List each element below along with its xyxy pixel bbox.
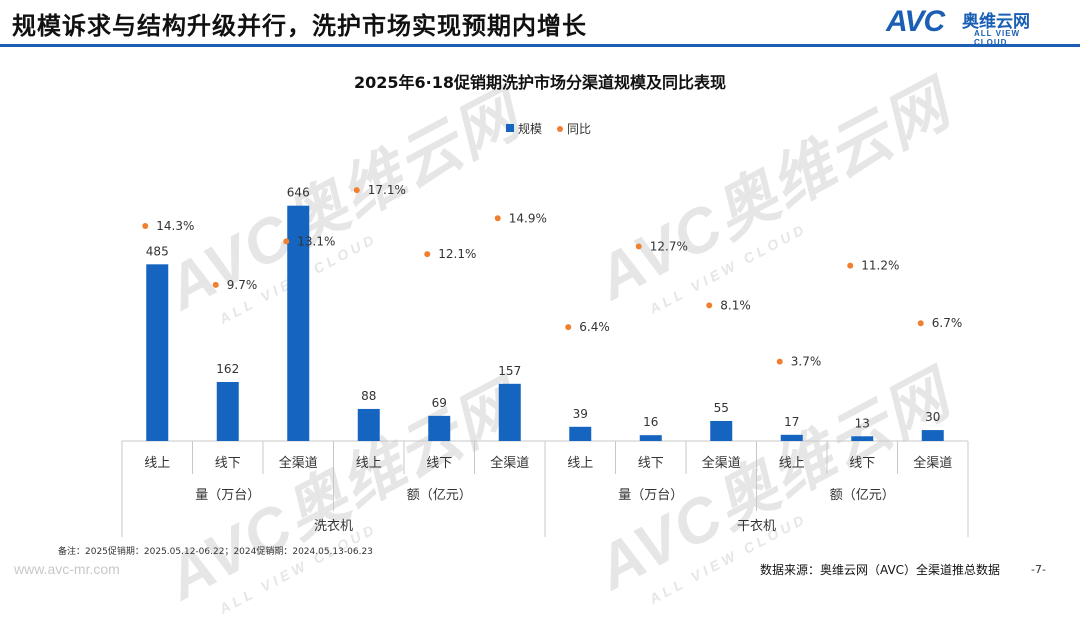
yoy-dot bbox=[776, 358, 783, 365]
yoy-dot bbox=[494, 215, 501, 222]
bar bbox=[287, 205, 310, 441]
bar bbox=[498, 383, 521, 441]
yoy-value-label: 6.7% bbox=[932, 316, 963, 330]
website-url[interactable]: www.avc-mr.com bbox=[14, 561, 120, 577]
legend-marker-dot bbox=[557, 126, 563, 132]
yoy-dot bbox=[212, 281, 219, 288]
category-label: 全渠道 bbox=[913, 455, 952, 471]
legend-label-dot: 同比 bbox=[567, 122, 591, 136]
category-label: 全渠道 bbox=[702, 455, 741, 471]
bar bbox=[428, 415, 451, 441]
yoy-dot bbox=[917, 320, 924, 327]
footnote: 备注：2025促销期：2025.05.12-06.22；2024促销期：2024… bbox=[58, 547, 373, 557]
group-label-product: 洗衣机 bbox=[314, 518, 353, 534]
bar bbox=[851, 436, 874, 441]
yoy-dot bbox=[142, 222, 149, 229]
category-label: 线上 bbox=[779, 456, 805, 471]
yoy-value-label: 8.1% bbox=[720, 298, 751, 312]
group-label-metric: 额（亿元） bbox=[830, 488, 895, 503]
bar bbox=[639, 435, 662, 441]
page-title: 规模诉求与结构升级并行，洗护市场实现预期内增长 bbox=[12, 12, 587, 40]
yoy-dot bbox=[424, 251, 431, 258]
category-label: 全渠道 bbox=[279, 455, 318, 471]
bar-value-label: 162 bbox=[216, 362, 239, 376]
category-label: 线下 bbox=[426, 456, 452, 471]
yoy-value-label: 11.2% bbox=[861, 259, 899, 273]
logo-en-text: ALL VIEW CLOUD bbox=[974, 29, 1021, 47]
bar-value-label: 16 bbox=[643, 415, 658, 429]
yoy-dot bbox=[565, 324, 572, 331]
avc-logo: AVC 奥维云网 ALL VIEW CLOUD bbox=[886, 5, 1056, 47]
yoy-dot bbox=[635, 243, 642, 250]
yoy-value-label: 14.9% bbox=[509, 211, 547, 225]
yoy-value-label: 17.1% bbox=[368, 183, 406, 197]
category-label: 线上 bbox=[567, 456, 593, 471]
bar bbox=[216, 381, 239, 441]
legend-label-bar: 规模 bbox=[518, 121, 542, 136]
bar-value-label: 30 bbox=[925, 410, 940, 424]
category-label: 线上 bbox=[356, 456, 382, 471]
bar bbox=[569, 426, 592, 441]
group-label-metric: 量（万台） bbox=[195, 488, 260, 503]
yoy-value-label: 13.1% bbox=[297, 234, 335, 248]
bar bbox=[710, 420, 733, 441]
category-label: 线下 bbox=[215, 456, 241, 471]
legend-marker-bar bbox=[506, 124, 514, 132]
yoy-value-label: 9.7% bbox=[227, 278, 258, 292]
yoy-dot bbox=[706, 302, 713, 309]
yoy-value-label: 12.7% bbox=[650, 239, 688, 253]
data-source: 数据来源：奥维云网（AVC）全渠道推总数据 bbox=[760, 563, 1001, 577]
bar bbox=[780, 434, 803, 441]
yoy-value-label: 6.4% bbox=[579, 320, 610, 334]
bar-value-label: 485 bbox=[146, 244, 169, 258]
bar-value-label: 17 bbox=[784, 415, 799, 429]
bar-value-label: 69 bbox=[432, 396, 447, 410]
bar bbox=[146, 264, 169, 441]
page-number: -7- bbox=[1031, 563, 1046, 576]
bar-value-label: 13 bbox=[855, 416, 870, 430]
yoy-dot bbox=[847, 262, 854, 269]
bar-value-label: 88 bbox=[361, 389, 376, 403]
yoy-dot bbox=[353, 187, 360, 194]
bar bbox=[921, 430, 944, 441]
group-label-metric: 额（亿元） bbox=[407, 488, 472, 503]
yoy-dot bbox=[283, 238, 290, 245]
bar-value-label: 39 bbox=[573, 407, 588, 421]
logo-cn-text: 奥维云网 bbox=[962, 12, 1030, 32]
bar bbox=[357, 408, 380, 441]
yoy-value-label: 12.1% bbox=[438, 247, 476, 261]
yoy-value-label: 14.3% bbox=[156, 219, 194, 233]
category-label: 线下 bbox=[638, 456, 664, 471]
header-divider bbox=[0, 44, 1080, 47]
yoy-value-label: 3.7% bbox=[791, 355, 822, 369]
header: 规模诉求与结构升级并行，洗护市场实现预期内增长 AVC 奥维云网 ALL VIE… bbox=[0, 0, 1080, 48]
bar-value-label: 646 bbox=[287, 186, 310, 200]
bar-value-label: 157 bbox=[498, 364, 521, 378]
chart-title: 2025年6·18促销期洗护市场分渠道规模及同比表现 bbox=[354, 73, 726, 92]
bar-value-label: 55 bbox=[714, 401, 729, 415]
category-label: 全渠道 bbox=[490, 455, 529, 471]
category-label: 线下 bbox=[849, 456, 875, 471]
group-label-product: 干衣机 bbox=[737, 518, 776, 534]
group-label-metric: 量（万台） bbox=[618, 488, 683, 503]
category-label: 线上 bbox=[144, 456, 170, 471]
logo-mark: AVC bbox=[886, 5, 945, 38]
